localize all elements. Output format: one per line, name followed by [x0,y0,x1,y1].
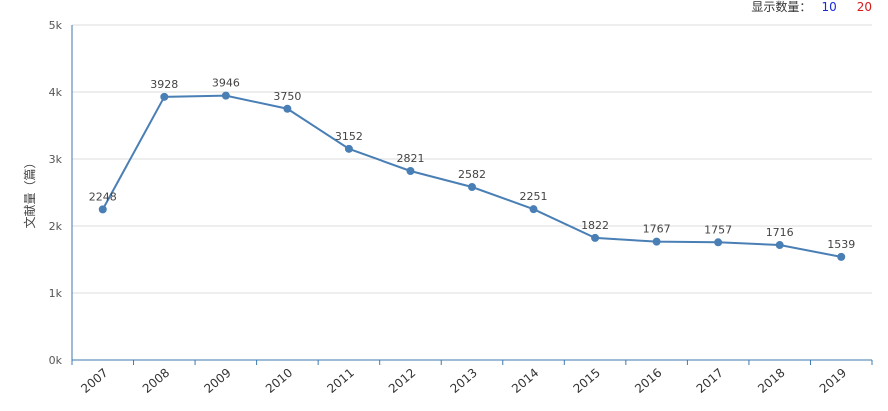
data-label: 1822 [581,219,609,232]
data-point [714,238,723,247]
grid-lines [72,24,872,294]
x-tick-label: 2013 [448,366,480,396]
data-label: 2248 [89,190,117,203]
data-point [529,205,538,214]
display-count-option-10[interactable]: 10 [821,0,837,14]
data-label: 3750 [273,90,301,103]
x-tick-label: 2012 [386,366,418,396]
x-tick-label: 2007 [78,366,110,396]
data-label: 1539 [827,238,855,251]
x-tick-label: 2015 [571,366,603,396]
y-tick-label: 2k [49,220,63,233]
y-axis-title: 文献量（篇） [22,156,37,228]
x-tick-label: 2014 [509,366,541,396]
data-label: 3928 [150,78,178,91]
data-label: 1757 [704,223,732,236]
x-tick-label: 2017 [694,366,726,396]
display-count-label: 显示数量： [751,0,812,14]
y-tick-label: 3k [49,153,63,166]
data-point [344,144,353,153]
x-tick-label: 2019 [817,366,849,396]
data-point [221,91,230,100]
data-point [468,183,476,192]
y-tick-labels: 0k 1k 2k 3k 4k 5k [49,19,63,367]
data-label: 2251 [520,190,548,203]
y-tick-label: 5k [49,19,63,32]
x-tick-label: 2016 [632,366,664,396]
series [98,91,846,261]
display-count-control: 显示数量： 10 20 [747,0,872,14]
data-labels: 2248 3928 3946 3750 3152 2821 2582 2251 1822 1767… [89,77,855,251]
data-label: 3946 [212,77,240,90]
data-label: 1767 [643,223,671,236]
data-point [837,252,846,261]
data-point [652,237,661,246]
data-point [98,205,107,214]
x-tick-label: 2011 [324,366,356,396]
data-label: 3152 [335,130,363,143]
y-tick-label: 4k [49,86,63,99]
y-tick-label: 0k [49,354,63,367]
x-tick-label: 2008 [140,366,172,396]
data-point [591,233,600,242]
axes [71,25,873,365]
display-count-option-20[interactable]: 20 [856,0,872,14]
x-tick-label: 2018 [755,366,787,396]
x-tick-labels: 2007 2008 2009 2010 2011 2012 2013 2014 2015 2016… [78,366,849,396]
data-label: 2821 [396,152,424,165]
data-label: 2582 [458,168,486,181]
data-point [775,241,784,250]
x-tick-label: 2009 [201,366,233,396]
x-tick-label: 2010 [263,366,295,396]
y-tick-label: 1k [49,287,63,300]
data-point [406,166,415,175]
data-label: 1716 [766,226,794,239]
data-point [160,92,169,101]
data-point [283,104,292,113]
